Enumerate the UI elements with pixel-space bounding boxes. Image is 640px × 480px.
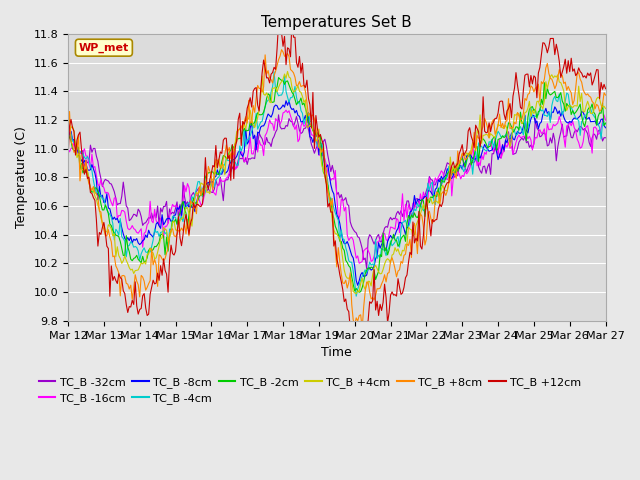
Title: Temperatures Set B: Temperatures Set B xyxy=(261,15,412,30)
Y-axis label: Temperature (C): Temperature (C) xyxy=(15,126,28,228)
Legend: TC_B -32cm, TC_B -16cm, TC_B -8cm, TC_B -4cm, TC_B -2cm, TC_B +4cm, TC_B +8cm, T: TC_B -32cm, TC_B -16cm, TC_B -8cm, TC_B … xyxy=(34,372,586,408)
Text: WP_met: WP_met xyxy=(79,43,129,53)
X-axis label: Time: Time xyxy=(321,346,352,359)
